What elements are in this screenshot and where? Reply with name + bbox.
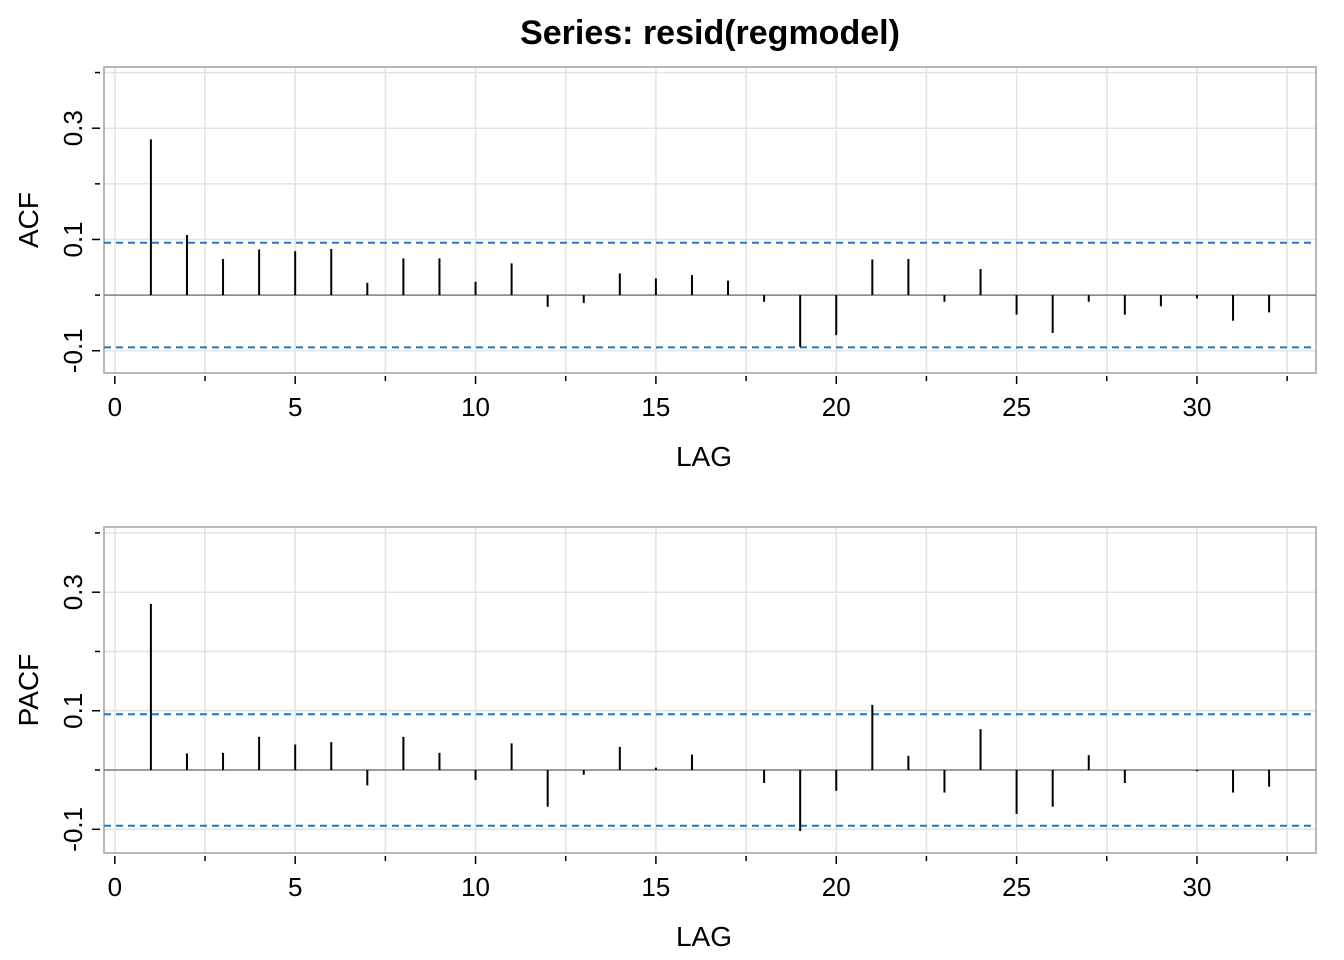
acf-y-tick-label: -0.1 <box>58 328 88 373</box>
acf-y-tick-label: 0.1 <box>58 221 88 257</box>
chart-title: Series: resid(regmodel) <box>520 14 900 52</box>
acf-panel-border <box>103 66 1317 374</box>
acf-x-tick-label: 10 <box>461 392 490 422</box>
pacf-x-tick-label: 15 <box>641 872 670 902</box>
acf-x-tick-label: 20 <box>822 392 851 422</box>
pacf-y-axis-label: PACF <box>13 654 44 727</box>
pacf-panel: 0 5 10 15 20 25 30 -0.1 0.1 0.3 LAG PACF <box>13 526 1317 952</box>
acf-x-tick-label: 15 <box>641 392 670 422</box>
acf-x-tick-label: 0 <box>108 392 122 422</box>
acf-x-axis-label: LAG <box>676 441 732 472</box>
pacf-x-axis-label: LAG <box>676 921 732 952</box>
acf-y-axis-label: ACF <box>13 192 44 248</box>
pacf-x-tick-label: 10 <box>461 872 490 902</box>
acf-y-tick-label: 0.3 <box>58 110 88 146</box>
pacf-y-tick-label: 0.3 <box>58 574 88 610</box>
acf-x-tick-label: 30 <box>1183 392 1212 422</box>
pacf-x-tick-label: 5 <box>288 872 302 902</box>
pacf-x-tick-label: 30 <box>1183 872 1212 902</box>
pacf-x-tick-label: 0 <box>108 872 122 902</box>
pacf-panel-border <box>103 526 1317 854</box>
acf-x-tick-label: 25 <box>1002 392 1031 422</box>
pacf-x-tick-label: 25 <box>1002 872 1031 902</box>
pacf-x-tick-label: 20 <box>822 872 851 902</box>
acf-panel: 0 5 10 15 20 25 30 -0.1 0.1 0.3 LAG ACF <box>13 66 1317 472</box>
pacf-y-tick-label: 0.1 <box>58 693 88 729</box>
acf-x-tick-label: 5 <box>288 392 302 422</box>
pacf-y-tick-label: -0.1 <box>58 807 88 852</box>
